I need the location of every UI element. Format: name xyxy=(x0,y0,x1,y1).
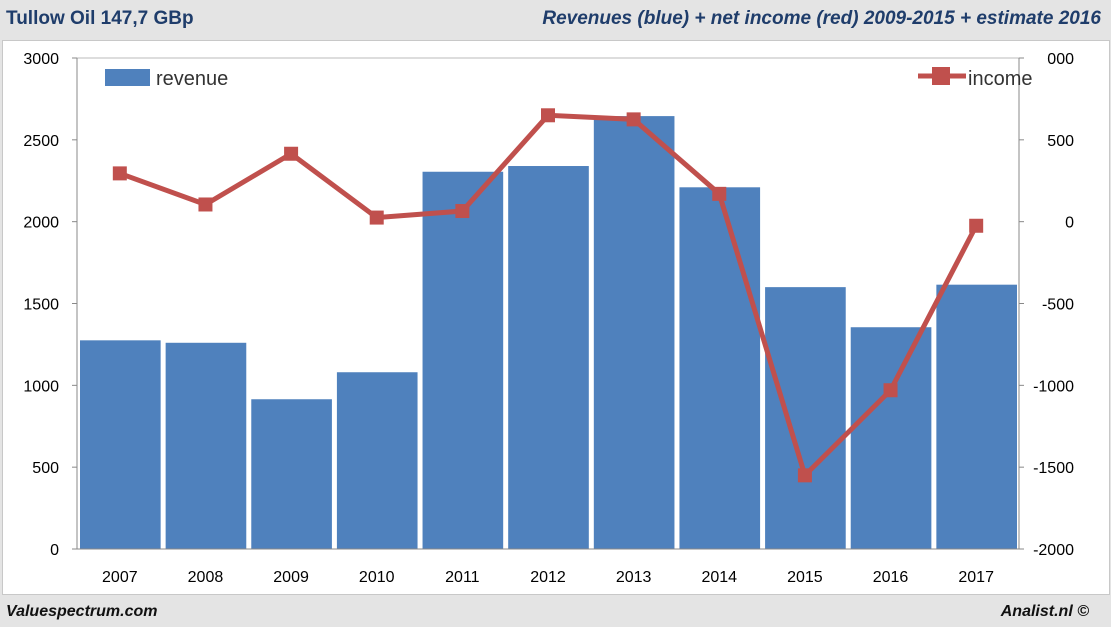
income-marker xyxy=(883,383,898,398)
revenue-bar xyxy=(251,399,332,549)
footer-source: Valuespectrum.com xyxy=(6,603,158,620)
x-tick-label: 2012 xyxy=(530,569,566,586)
revenue-bar xyxy=(508,166,589,549)
x-tick-label: 2007 xyxy=(102,569,138,586)
income-marker xyxy=(712,186,727,201)
x-tick-label: 2008 xyxy=(188,569,224,586)
right-tick-label: 0 xyxy=(1065,215,1074,232)
income-marker xyxy=(797,468,812,483)
income-marker xyxy=(626,112,641,127)
revenue-bar xyxy=(165,342,247,549)
x-tick-label: 2017 xyxy=(958,569,994,586)
x-tick-label: 2016 xyxy=(873,569,909,586)
left-tick-label: 3000 xyxy=(23,51,59,68)
footer-credit: Analist.nl © xyxy=(1000,603,1089,620)
chart-title: Tullow Oil 147,7 GBp xyxy=(6,8,194,29)
revenue-bar xyxy=(936,284,1017,549)
right-tick-label: -1000 xyxy=(1033,378,1074,395)
right-tick-label: -2000 xyxy=(1033,542,1074,559)
legend-revenue-label: revenue xyxy=(156,68,228,90)
revenue-bar xyxy=(850,327,932,549)
legend-income-marker xyxy=(932,67,950,85)
x-tick-label: 2009 xyxy=(273,569,309,586)
left-tick-label: 2500 xyxy=(23,133,59,150)
x-tick-label: 2010 xyxy=(359,569,395,586)
right-tick-label: 000 xyxy=(1047,51,1074,68)
income-marker xyxy=(455,204,470,219)
left-tick-label: 500 xyxy=(32,460,59,477)
x-tick-label: 2015 xyxy=(787,569,823,586)
legend-income-label: income xyxy=(968,68,1032,90)
left-tick-label: 0 xyxy=(50,542,59,559)
left-tick-label: 2000 xyxy=(23,215,59,232)
revenue-bar xyxy=(336,372,418,549)
left-tick-label: 1000 xyxy=(23,378,59,395)
income-marker xyxy=(284,146,299,161)
revenue-bar xyxy=(679,187,761,549)
legend-revenue-swatch xyxy=(105,69,150,86)
x-tick-label: 2011 xyxy=(445,569,480,586)
right-tick-label: -1500 xyxy=(1033,460,1074,477)
x-tick-label: 2014 xyxy=(701,569,737,586)
revenue-bar xyxy=(593,116,675,549)
x-tick-label: 2013 xyxy=(616,569,652,586)
right-tick-label: -500 xyxy=(1042,297,1074,314)
left-tick-label: 1500 xyxy=(23,297,59,314)
chart-subtitle: Revenues (blue) + net income (red) 2009-… xyxy=(542,8,1101,29)
right-tick-label: 500 xyxy=(1047,133,1074,150)
revenue-bar xyxy=(80,340,161,549)
revenue-bar xyxy=(422,171,504,549)
revenue-bar xyxy=(765,287,846,549)
income-marker xyxy=(369,210,384,225)
income-marker xyxy=(198,197,213,212)
income-marker xyxy=(541,108,555,123)
income-marker xyxy=(969,218,984,233)
income-marker xyxy=(112,166,127,181)
